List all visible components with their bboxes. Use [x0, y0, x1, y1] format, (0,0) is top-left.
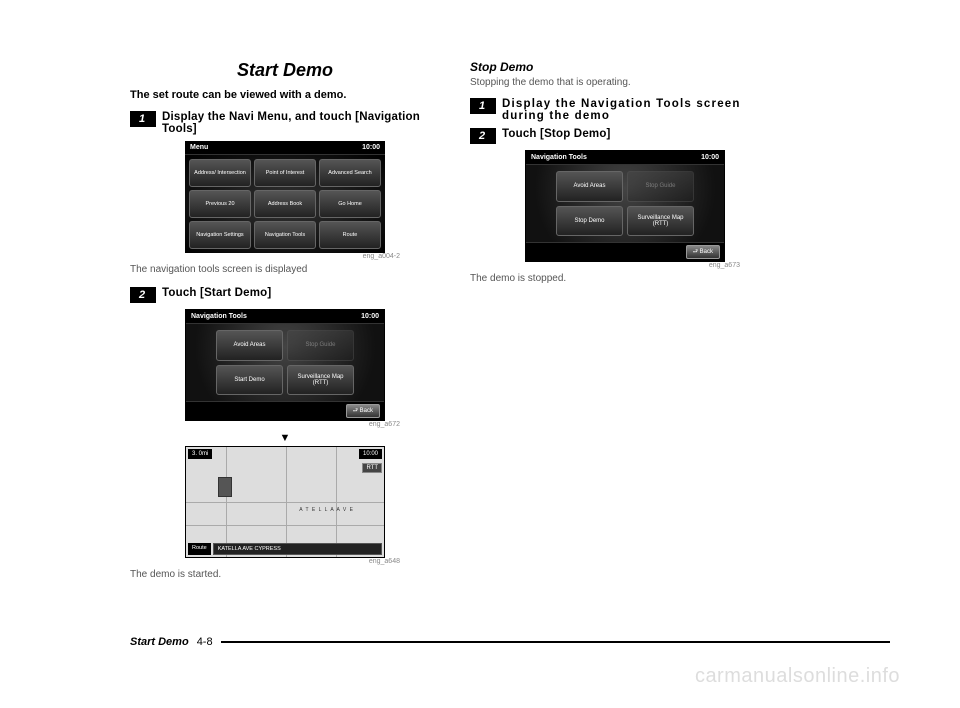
- screenshot-caption: The navigation tools screen is displayed: [130, 264, 440, 275]
- navtools-btn: Stop Guide: [627, 171, 694, 202]
- navtools-btn: Stop Guide: [287, 330, 354, 361]
- navtools-title: Navigation Tools: [191, 313, 247, 320]
- map-street-label: A T E L L A A V E: [299, 507, 354, 513]
- navtools-btn: Start Demo: [216, 365, 283, 396]
- screenshot-caption: The demo is stopped.: [470, 273, 780, 284]
- navtools-btn: Surveillance Map (RTT): [627, 206, 694, 237]
- right-column: Stop Demo Stopping the demo that is oper…: [470, 60, 780, 592]
- navtools-back: ⮐ Back: [346, 404, 380, 418]
- menu-btn: Point of Interest: [254, 159, 316, 187]
- navtools-btn: Stop Demo: [556, 206, 623, 237]
- map-time: 10:00: [359, 449, 382, 459]
- navtools-btn: Avoid Areas: [556, 171, 623, 202]
- navtools-screenshot-start: Navigation Tools 10:00 Avoid Areas Stop …: [185, 309, 385, 421]
- footer-page-number: 4-8: [197, 636, 213, 648]
- step-number-badge: 2: [130, 287, 156, 303]
- map-distance: 3. 0mi: [188, 449, 212, 459]
- step-number-badge: 2: [470, 128, 496, 144]
- menu-btn: Navigation Settings: [189, 221, 251, 249]
- menu-btn: Previous 20: [189, 190, 251, 218]
- step-1: 1 Display the Navi Menu, and touch [Navi…: [130, 111, 440, 135]
- subsection-desc: Stopping the demo that is operating.: [470, 77, 780, 88]
- down-arrow: ▼: [130, 432, 440, 444]
- step-number-badge: 1: [130, 111, 156, 127]
- menu-screenshot: Menu 10:00 Address/ Intersection Point o…: [185, 141, 385, 253]
- step-text: Touch [Start Demo]: [162, 287, 440, 299]
- menu-btn: Address/ Intersection: [189, 159, 251, 187]
- map-marker: [218, 477, 232, 497]
- navtools-btn: Surveillance Map (RTT): [287, 365, 354, 396]
- map-rtt-badge: RTT: [362, 463, 382, 473]
- map-route-btn: Route: [188, 543, 211, 555]
- menu-btn: Advanced Search: [319, 159, 381, 187]
- step-text: Touch [Stop Demo]: [502, 128, 780, 140]
- section-heading: Start Demo: [130, 60, 440, 81]
- watermark: carmanualsonline.info: [695, 665, 900, 688]
- navtools-back: ⮐ Back: [686, 245, 720, 259]
- screenshot-label: eng_a648: [170, 558, 400, 565]
- step-text: Display the Navi Menu, and touch [Naviga…: [162, 111, 440, 135]
- menu-title: Menu: [190, 144, 208, 151]
- menu-btn: Navigation Tools: [254, 221, 316, 249]
- menu-btn: Address Book: [254, 190, 316, 218]
- menu-btn: Route: [319, 221, 381, 249]
- step-2: 2 Touch [Start Demo]: [130, 287, 440, 303]
- navtools-title: Navigation Tools: [531, 154, 587, 161]
- footer-rule: [221, 641, 890, 643]
- menu-btn: Go Home: [319, 190, 381, 218]
- step-number-badge: 1: [470, 98, 496, 114]
- left-column: Start Demo The set route can be viewed w…: [130, 60, 440, 592]
- screenshot-caption: The demo is started.: [130, 569, 440, 580]
- page-footer: Start Demo 4-8: [130, 636, 890, 648]
- navtools-time: 10:00: [361, 313, 379, 320]
- subsection-heading: Stop Demo: [470, 60, 780, 74]
- footer-title: Start Demo: [130, 636, 189, 648]
- map-screenshot: 3. 0mi 10:00 RTT A T E L L A A V E Route…: [185, 446, 385, 558]
- navtools-btn: Avoid Areas: [216, 330, 283, 361]
- step-1: 1 Display the Navigation Tools screen du…: [470, 98, 780, 122]
- navtools-screenshot-stop: Navigation Tools 10:00 Avoid Areas Stop …: [525, 150, 725, 262]
- step-text: Display the Navigation Tools screen duri…: [502, 98, 780, 122]
- screenshot-label: eng_a672: [170, 421, 400, 428]
- screenshot-label: eng_a004-2: [170, 253, 400, 260]
- screenshot-label: eng_a673: [510, 262, 740, 269]
- manual-page: Start Demo The set route can be viewed w…: [0, 0, 960, 622]
- menu-time: 10:00: [362, 144, 380, 151]
- map-address: KATELLA AVE CYPRESS: [213, 543, 382, 555]
- section-intro: The set route can be viewed with a demo.: [130, 89, 440, 101]
- navtools-time: 10:00: [701, 154, 719, 161]
- step-2: 2 Touch [Stop Demo]: [470, 128, 780, 144]
